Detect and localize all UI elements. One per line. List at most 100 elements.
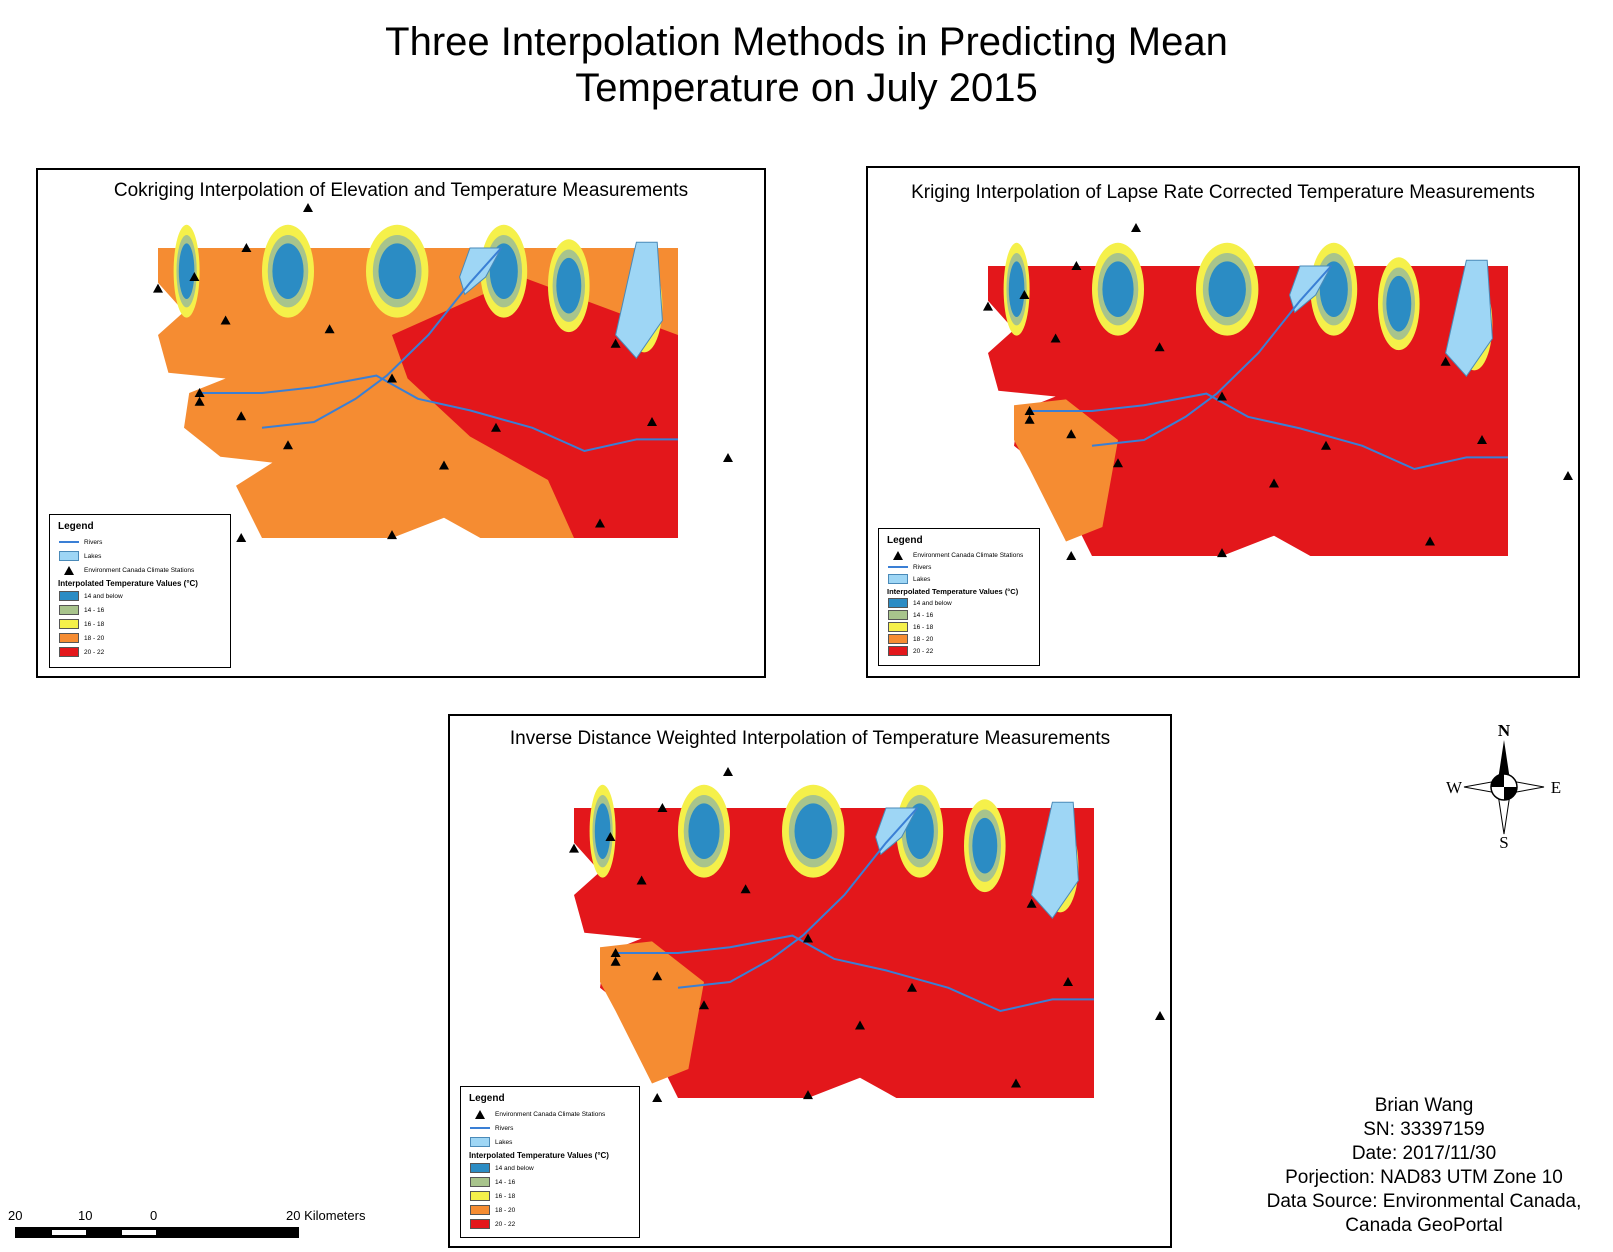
secondary-temperature-zone — [392, 277, 678, 538]
legend-row-lakes: Lakes — [469, 1135, 631, 1149]
climate-station-marker — [1563, 471, 1573, 480]
legend-class: 14 - 16 — [887, 609, 1031, 621]
legend-row-lakes: Lakes — [887, 573, 1031, 585]
legend-title: Legend — [58, 521, 94, 532]
credits-date: Date: 2017/11/30 — [1351, 1143, 1497, 1164]
legend-class: 14 - 16 — [58, 603, 222, 617]
elevation-band — [378, 243, 416, 300]
climate-station-marker — [647, 417, 657, 426]
legend-class: 16 - 18 — [887, 621, 1031, 633]
legend-row-rivers: Rivers — [887, 561, 1031, 573]
scale-label-0: 0 — [150, 1208, 158, 1223]
river-symbol — [888, 566, 908, 568]
credits-projection: Porjection: NAD83 UTM Zone 10 — [1285, 1167, 1563, 1188]
panel-idw-title: Inverse Distance Weighted Interpolation … — [509, 728, 1111, 749]
lake-symbol — [888, 574, 908, 584]
elevation-band — [794, 803, 832, 860]
elevation-band — [1102, 261, 1134, 318]
compass-s: S — [1499, 833, 1508, 852]
climate-station-marker — [1050, 333, 1061, 343]
elevation-band — [1319, 261, 1348, 318]
climate-station-marker — [1063, 977, 1073, 986]
elevation-band — [688, 803, 720, 860]
lake-shape — [1031, 801, 1079, 920]
credits-source-2: Canada GeoPortal — [1345, 1215, 1503, 1236]
climate-station-marker — [699, 1000, 709, 1010]
station-triangle-icon — [893, 550, 903, 560]
lake-shape — [615, 241, 663, 360]
climate-station-marker — [1071, 261, 1082, 270]
climate-station-marker — [241, 243, 252, 252]
panel-kriging: Kriging Interpolation of Lapse Rate Corr… — [866, 166, 1580, 678]
climate-station-marker — [723, 767, 733, 776]
elevation-band — [1208, 261, 1246, 318]
climate-station-marker — [1217, 548, 1227, 558]
river-line — [1091, 265, 1332, 447]
panel-idw: Inverse Distance Weighted Interpolation … — [448, 714, 1172, 1248]
climate-station-marker — [194, 388, 205, 397]
secondary-temperature-zone — [1014, 399, 1118, 542]
legend-class: 14 and below — [469, 1161, 631, 1175]
climate-station-marker — [803, 1090, 813, 1100]
kriging-map — [983, 223, 1573, 560]
station-triangle-icon — [475, 1109, 485, 1119]
map-title-line1: Three Interpolation Methods in Predictin… — [385, 20, 1228, 64]
climate-station-marker — [1155, 1011, 1165, 1020]
scale-label-km: 20 Kilometers — [286, 1208, 366, 1223]
compass-n: N — [1498, 722, 1511, 740]
legend-class: 14 and below — [58, 589, 222, 603]
lake-symbol — [59, 551, 79, 561]
elevation-band — [556, 257, 582, 314]
elevation-band — [972, 817, 998, 874]
river-symbol — [59, 541, 79, 543]
compass-w: W — [1446, 778, 1463, 797]
climate-station-marker — [610, 956, 621, 966]
secondary-temperature-zone — [600, 941, 704, 1084]
elevation-band — [1386, 275, 1412, 332]
climate-station-marker — [236, 411, 247, 421]
climate-station-marker — [387, 530, 397, 540]
climate-station-marker — [1269, 478, 1279, 488]
climate-station-marker — [605, 832, 616, 841]
legend-subtitle: Interpolated Temperature Values (°C) — [887, 587, 1019, 596]
climate-station-marker — [194, 396, 205, 406]
climate-station-marker — [153, 283, 163, 293]
legend-class: 14 - 16 — [469, 1175, 631, 1189]
credits-block: Brian Wang SN: 33397159 Date: 2017/11/30… — [1254, 1094, 1594, 1238]
scale-bar — [15, 1227, 299, 1238]
climate-station-marker — [569, 843, 579, 853]
scale-label-20: 20 — [8, 1208, 23, 1223]
cokriging-map — [153, 203, 733, 542]
legend-kriging: Legend Environment Canada Climate Statio… — [878, 528, 1040, 666]
climate-station-marker — [1011, 1078, 1021, 1088]
climate-station-marker — [387, 373, 397, 383]
panel-kriging-title: Kriging Interpolation of Lapse Rate Corr… — [911, 182, 1535, 203]
legend-idw: Legend Environment Canada Climate Statio… — [460, 1086, 640, 1238]
legend-row-stations: Environment Canada Climate Stations — [887, 549, 1031, 561]
climate-station-marker — [1131, 223, 1141, 232]
river-line — [199, 374, 678, 453]
climate-station-marker — [983, 301, 993, 311]
climate-station-marker — [491, 422, 501, 432]
legend-title: Legend — [887, 535, 923, 546]
north-arrow-compass-icon: N S W E — [1446, 722, 1561, 852]
map-title-line2: Temperature on July 2015 — [575, 66, 1038, 110]
scale-label-10: 10 — [78, 1208, 93, 1223]
legend-row-stations: Environment Canada Climate Stations — [469, 1107, 631, 1121]
credits-student-number: SN: 33397159 — [1363, 1119, 1485, 1140]
climate-station-marker — [657, 803, 668, 812]
legend-class: 20 - 22 — [887, 645, 1031, 657]
climate-station-marker — [283, 440, 293, 450]
elevation-band — [1008, 261, 1025, 318]
panel-cokriging: Cokriging Interpolation of Elevation and… — [36, 168, 766, 678]
climate-station-marker — [855, 1020, 865, 1030]
panel-cokriging-title: Cokriging Interpolation of Elevation and… — [113, 180, 689, 201]
climate-station-marker — [189, 272, 200, 281]
legend-class: 18 - 20 — [58, 631, 222, 645]
idw-map — [569, 767, 1165, 1102]
climate-station-marker — [1066, 429, 1077, 439]
legend-subtitle: Interpolated Temperature Values (°C) — [469, 1151, 609, 1160]
river-line — [261, 247, 502, 429]
lake-shape — [1445, 259, 1493, 378]
legend-class: 16 - 18 — [469, 1189, 631, 1203]
